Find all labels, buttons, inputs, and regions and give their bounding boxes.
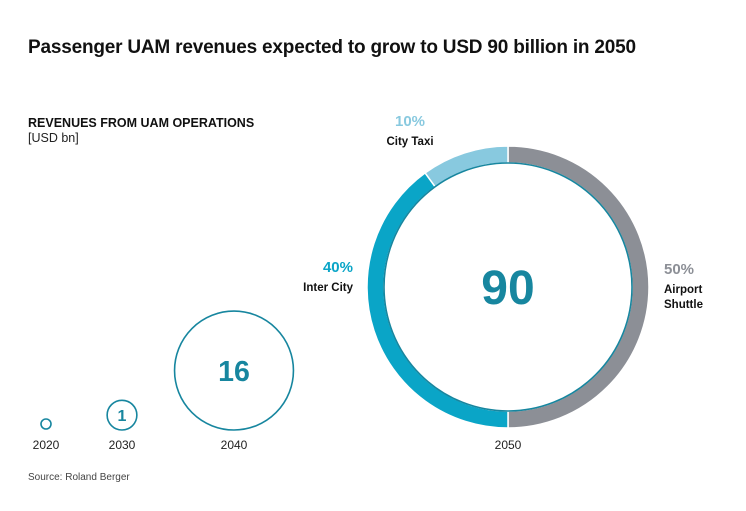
year-label-2020: 2020 bbox=[33, 438, 60, 452]
year-label-2050: 2050 bbox=[495, 438, 522, 452]
source-note: Source: Roland Berger bbox=[28, 472, 130, 483]
chart-subtitle: REVENUES FROM UAM OPERATIONS bbox=[28, 116, 255, 130]
donut-slice-city-taxi bbox=[424, 145, 509, 188]
segment-label-inter-city: Inter City bbox=[303, 282, 353, 294]
segment-label-airport-shuttle: Airport bbox=[664, 284, 703, 296]
pct-label-airport-shuttle: 50% bbox=[664, 261, 694, 278]
bubble-value-2030: 1 bbox=[118, 408, 127, 425]
bubbles-group bbox=[40, 310, 295, 431]
bubble-2030 bbox=[106, 399, 138, 431]
segment-label-airport-shuttle: Shuttle bbox=[664, 299, 703, 311]
bubble-2040 bbox=[173, 310, 295, 431]
year-label-2030: 2030 bbox=[109, 438, 136, 452]
donut-inner-line bbox=[383, 162, 633, 412]
bubble-value-2040: 16 bbox=[218, 356, 250, 388]
segment-label-city-taxi: City Taxi bbox=[386, 136, 433, 148]
labels-group: 2020 1 2030 16 2040 2050 90 50% Airport Shuttle 40… bbox=[33, 113, 703, 452]
donut-group bbox=[366, 145, 650, 429]
donut-total-value: 90 bbox=[481, 262, 534, 315]
pct-label-city-taxi: 10% bbox=[395, 113, 425, 130]
bubble-2020 bbox=[40, 418, 52, 430]
year-label-2040: 2040 bbox=[221, 438, 248, 452]
unit-label: [USD bn] bbox=[28, 131, 79, 145]
chart-title: Passenger UAM revenues expected to grow … bbox=[28, 37, 636, 58]
pct-label-inter-city: 40% bbox=[323, 259, 353, 276]
